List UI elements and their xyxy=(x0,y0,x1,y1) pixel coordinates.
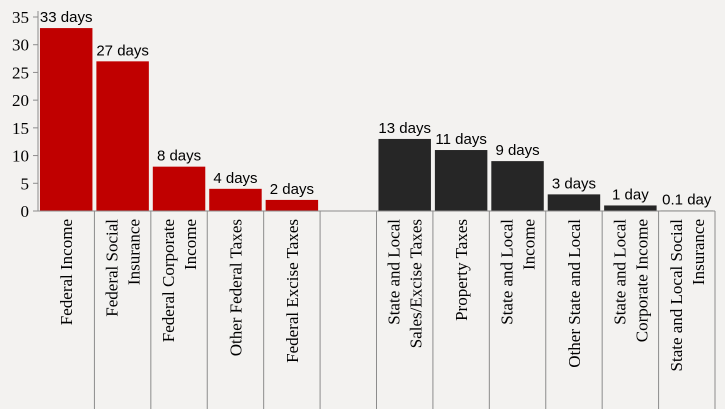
category-label: Federal Corporate Income xyxy=(159,219,200,342)
y-tick-label: 5 xyxy=(21,174,30,193)
category-label-line: Other State and Local xyxy=(565,219,584,368)
bar xyxy=(265,199,319,211)
bar xyxy=(604,205,657,211)
category-label-line: State and Local xyxy=(610,219,629,325)
category-label: State and Local Social Insurance xyxy=(667,219,708,372)
y-tick-label: 0 xyxy=(21,202,30,221)
category-label: Property Taxes xyxy=(452,219,471,321)
category-label-line: Federal Excise Taxes xyxy=(283,219,302,363)
data-label: 4 days xyxy=(213,170,257,187)
category-label-line: Insurance xyxy=(125,219,144,285)
data-label: 8 days xyxy=(157,148,201,165)
y-tick-label: 35 xyxy=(12,8,29,27)
y-tick-label: 15 xyxy=(12,119,29,138)
category-label-line: Sales/Excise Taxes xyxy=(407,219,426,348)
category-label: Other State and Local xyxy=(565,219,584,368)
category-label: State and Local Sales/Excise Taxes xyxy=(385,219,426,349)
y-tick-label: 25 xyxy=(12,63,29,82)
bar xyxy=(547,194,601,211)
bar xyxy=(378,138,431,211)
data-label: 0.1 day xyxy=(662,191,712,208)
category-label: Federal Income xyxy=(57,219,76,325)
data-label: 3 days xyxy=(552,175,596,192)
category-label: Other Federal Taxes xyxy=(226,219,245,356)
bar xyxy=(39,28,93,212)
category-labels: Federal Income Federal Social Insurance Fed… xyxy=(57,219,708,372)
data-label: 13 days xyxy=(378,120,431,137)
category-label-line: State and Local Social xyxy=(667,219,686,372)
category-label-line: State and Local xyxy=(385,219,404,325)
bar xyxy=(434,150,488,211)
bars xyxy=(39,28,714,212)
data-label: 1 day xyxy=(612,186,649,203)
y-tick-label: 20 xyxy=(12,91,29,110)
category-label-line: Other Federal Taxes xyxy=(226,219,245,356)
data-label: 9 days xyxy=(495,142,539,159)
bar xyxy=(152,166,206,211)
data-label: 2 days xyxy=(270,181,314,198)
category-label-line: Federal Corporate xyxy=(159,219,178,342)
category-label: State and Local Corporate Income xyxy=(610,219,651,342)
category-label-line: State and Local xyxy=(498,219,517,325)
data-label: 27 days xyxy=(96,42,149,59)
bar xyxy=(209,188,262,211)
category-label-line: Income xyxy=(520,219,539,270)
y-tick-label: 10 xyxy=(12,147,29,166)
category-label-line: Insurance xyxy=(689,219,708,285)
y-tick-label: 30 xyxy=(12,36,29,55)
data-label: 33 days xyxy=(40,9,93,26)
category-label: State and Local Income xyxy=(498,219,539,325)
category-label-line: Corporate Income xyxy=(632,219,651,342)
category-label-line: Federal Income xyxy=(57,219,76,325)
y-axis-tick-labels: 0 5 10 15 20 25 30 35 xyxy=(12,8,29,221)
data-label: 11 days xyxy=(435,131,486,148)
bar xyxy=(491,161,544,211)
category-label-line: Federal Social xyxy=(103,219,122,317)
axes xyxy=(33,11,716,409)
category-label: Federal Excise Taxes xyxy=(283,219,302,363)
category-label-line: Property Taxes xyxy=(452,219,471,321)
bar xyxy=(96,61,149,211)
category-label-line: Income xyxy=(181,219,200,270)
category-label: Federal Social Insurance xyxy=(103,219,144,317)
